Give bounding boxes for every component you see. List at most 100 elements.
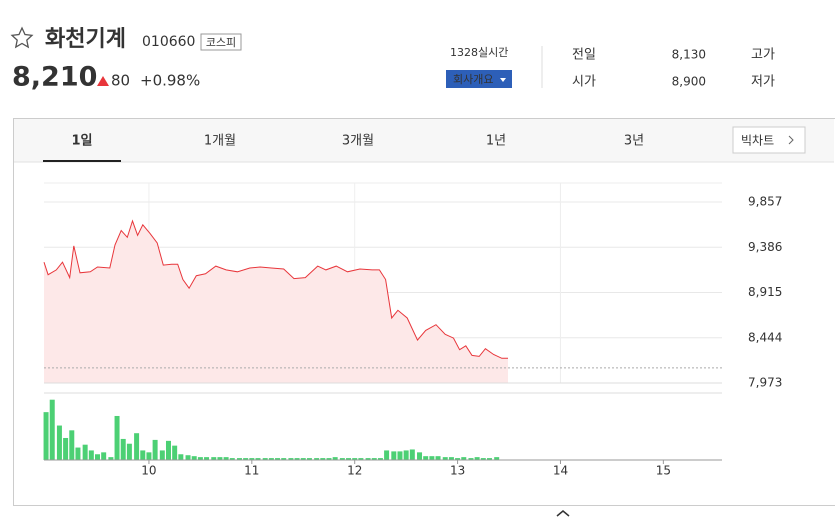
volume-bar [384, 450, 390, 460]
volume-bar [306, 458, 312, 460]
volume-bar [371, 458, 377, 460]
volume-bar [197, 457, 203, 460]
volume-bar [223, 457, 229, 460]
volume-bar [397, 451, 403, 460]
tab-bar [14, 119, 834, 162]
x-tick-label: 15 [656, 464, 671, 478]
volume-bar [178, 454, 184, 460]
volume-bar [461, 457, 467, 460]
prev-close: 8,130 [672, 48, 706, 62]
volume-bar [346, 458, 352, 460]
volume-bar [417, 452, 423, 460]
volume-bar [101, 452, 107, 460]
volume-bar [468, 458, 474, 460]
volume-bar [82, 444, 88, 460]
x-tick-label: 14 [553, 464, 568, 478]
collapse-icon[interactable] [556, 510, 570, 517]
y-tick-label: 8,915 [748, 285, 782, 299]
company-button[interactable] [446, 70, 512, 88]
volume-bar [300, 458, 306, 460]
volume-bar [365, 458, 371, 460]
y-tick-label: 9,386 [748, 240, 782, 254]
volume-bar [49, 399, 55, 460]
volume-bar [56, 425, 62, 460]
volume-bar [172, 445, 178, 460]
volume-bar [429, 456, 435, 460]
volume-bar [275, 458, 281, 460]
price-area [44, 220, 509, 383]
y-tick-label: 7,973 [748, 376, 782, 390]
up-arrow [97, 76, 109, 86]
volume-bar [243, 458, 249, 460]
volume-bar [474, 457, 480, 460]
volume-bar [480, 458, 486, 460]
volume-bar [403, 450, 409, 460]
tab[interactable]: 1년 [486, 134, 506, 149]
volume-bar [75, 447, 81, 460]
open-label: 시가 [572, 75, 596, 90]
volume-bar [63, 437, 69, 460]
volume-bar [442, 457, 448, 460]
volume-bar [423, 456, 429, 460]
favorite-star[interactable] [10, 26, 34, 49]
tab[interactable]: 1일 [71, 134, 92, 149]
volume-bar [229, 458, 235, 460]
prev-close-label: 전일 [572, 48, 596, 63]
volume-bar [69, 430, 75, 460]
stock-name: 화천기계 [45, 27, 126, 52]
stock-code: 010660 [142, 34, 195, 50]
volume-bar [159, 450, 165, 460]
y-tick-label: 9,857 [748, 195, 782, 209]
volume-bar [268, 458, 274, 460]
volume-bar [88, 450, 94, 460]
volume-bar [455, 458, 461, 460]
volume-bar [320, 458, 326, 460]
volume-bar [281, 458, 287, 460]
volume-bar [435, 456, 441, 460]
high-label: 고가 [751, 48, 775, 63]
x-tick-label: 13 [450, 464, 465, 478]
volume-bar [43, 412, 49, 460]
volume-bar [326, 458, 332, 460]
volume-bar [217, 457, 223, 460]
volume-bar [448, 457, 454, 460]
volume-bar [332, 457, 338, 460]
company-button-label: 회사개요 [453, 73, 493, 86]
volume-bar [377, 458, 383, 460]
volume-bar [126, 443, 132, 460]
price: 8,210 [12, 62, 97, 93]
volume-bar [134, 433, 140, 460]
volume-bar [358, 458, 364, 460]
volume-bar [409, 449, 415, 460]
low-label: 저가 [751, 75, 775, 90]
open: 8,900 [672, 75, 706, 89]
volume-bar [211, 457, 217, 460]
price-line [43, 219, 508, 359]
volume-bar [94, 454, 100, 460]
volume-bar [352, 458, 358, 460]
volume-bar [204, 457, 210, 460]
time: 1328실시간 [450, 46, 508, 59]
x-tick-label: 10 [141, 464, 156, 478]
volume-bar [236, 458, 242, 460]
chevron [788, 135, 794, 145]
volume-bar [191, 456, 197, 460]
market-badge [200, 33, 242, 51]
big-chart-label: 빅차트 [741, 134, 774, 148]
tab[interactable]: 3년 [624, 134, 644, 149]
market: 코스피 [206, 36, 236, 49]
tab[interactable]: 1개월 [204, 134, 236, 149]
volume-bar [494, 457, 500, 460]
change: 80 [111, 72, 130, 90]
x-tick-label: 11 [244, 464, 259, 478]
dropdown-icon [500, 78, 506, 82]
tab[interactable]: 3개월 [342, 134, 374, 149]
volume-bar [185, 455, 191, 460]
volume-bar [314, 458, 320, 460]
x-tick-label: 12 [347, 464, 362, 478]
volume-bar [262, 458, 268, 460]
volume-bar [255, 458, 261, 460]
change-pct: +0.98% [140, 72, 200, 90]
